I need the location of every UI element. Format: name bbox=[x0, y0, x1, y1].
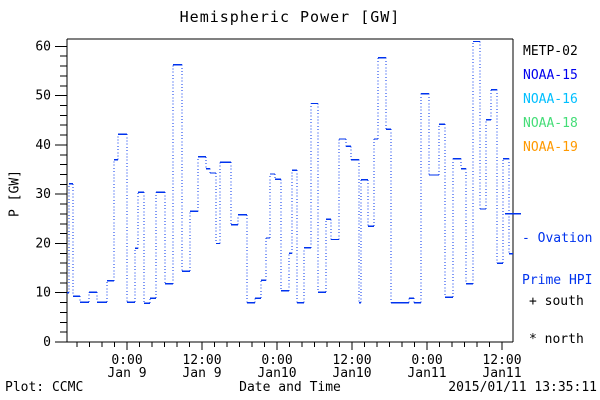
y-tick-label: 60 bbox=[35, 39, 51, 54]
x-tick-time-label: 0:00 bbox=[411, 353, 442, 368]
ovation-label-line1: - Ovation bbox=[522, 231, 593, 246]
ovation-label-line2: Prime HPI bbox=[522, 273, 593, 288]
legend-noaa-16: NOAA-16 bbox=[523, 92, 578, 107]
x-tick-date-label: Jan 9 bbox=[107, 366, 146, 381]
ovation-prime-hpi-label: - Ovation Prime HPI bbox=[522, 204, 592, 316]
satellite-legend: METP-02 NOAA-15 NOAA-16 NOAA-18 NOAA-19 bbox=[523, 40, 578, 160]
y-tick-label: 20 bbox=[35, 236, 51, 251]
legend-noaa-18: NOAA-18 bbox=[523, 116, 578, 131]
x-tick-date-label: Jan 9 bbox=[182, 366, 221, 381]
y-tick-label: 10 bbox=[35, 286, 51, 301]
x-tick-date-label: Jan10 bbox=[257, 366, 296, 381]
y-tick-label: 50 bbox=[35, 89, 51, 104]
x-axis-title: Date and Time bbox=[239, 380, 341, 395]
y-tick-label: 40 bbox=[35, 138, 51, 153]
x-tick-time-label: 12:00 bbox=[482, 353, 521, 368]
south-marker-legend: + south bbox=[529, 294, 584, 309]
x-tick-time-label: 12:00 bbox=[182, 353, 221, 368]
plot-timestamp: 2015/01/11 13:35:11 bbox=[448, 380, 597, 395]
x-tick-date-label: Jan10 bbox=[332, 366, 371, 381]
x-tick-date-label: Jan11 bbox=[482, 366, 521, 381]
x-tick-date-label: Jan11 bbox=[407, 366, 446, 381]
legend-noaa-19: NOAA-19 bbox=[523, 140, 578, 155]
legend-noaa-15: NOAA-15 bbox=[523, 68, 578, 83]
y-axis-label: P [GW] bbox=[7, 170, 23, 217]
legend-metp-02: METP-02 bbox=[523, 44, 578, 59]
x-tick-time-label: 12:00 bbox=[332, 353, 371, 368]
chart-title: Hemispheric Power [GW] bbox=[179, 8, 401, 26]
y-tick-label: 0 bbox=[43, 335, 51, 350]
y-tick-label: 30 bbox=[35, 187, 51, 202]
x-tick-time-label: 0:00 bbox=[111, 353, 142, 368]
x-tick-time-label: 0:00 bbox=[261, 353, 292, 368]
north-marker-legend: * north bbox=[529, 332, 584, 347]
plot-credit: Plot: CCMC bbox=[5, 380, 84, 395]
